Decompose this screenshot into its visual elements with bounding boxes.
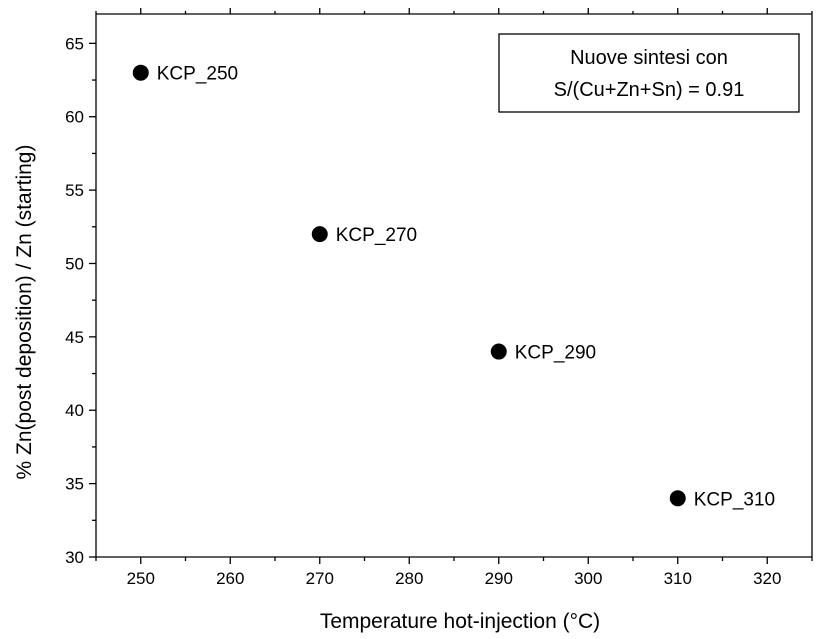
data-point: [669, 490, 686, 507]
annotation-frame: [498, 33, 800, 113]
x-tick-label: 270: [306, 569, 334, 588]
y-tick-label: 50: [65, 254, 84, 273]
y-tick-label: 30: [65, 548, 84, 567]
annotation-box: Nuove sintesi con S/(Cu+Zn+Sn) = 0.91: [498, 33, 800, 113]
ticks: 250 260 270 280 290 300 310 320 30 35 40 45 50 55 60 65: [65, 8, 813, 588]
x-tick-label: 300: [574, 569, 602, 588]
y-tick-label: 40: [65, 401, 84, 420]
x-axis-label: Temperature hot-injection (°C): [320, 610, 600, 633]
data-point: [132, 64, 149, 81]
data-points: KCP_250 KCP_270 KCP_290 KCP_310: [132, 64, 775, 510]
y-tick-label: 35: [65, 475, 84, 494]
data-point: [490, 343, 507, 360]
x-tick-label: 310: [664, 569, 692, 588]
x-tick-label: 280: [395, 569, 423, 588]
y-tick-label: 60: [65, 108, 84, 127]
annotation-line-1: Nuove sintesi con: [570, 47, 728, 69]
y-tick-label: 65: [65, 34, 84, 53]
x-tick-label: 290: [485, 569, 513, 588]
x-tick-label: 320: [753, 569, 781, 588]
x-tick-label: 250: [127, 569, 155, 588]
y-tick-label: 45: [65, 328, 84, 347]
point-label: KCP_310: [694, 489, 775, 510]
y-tick-label: 55: [65, 181, 84, 200]
data-point: [311, 226, 328, 243]
y-axis-label: % Zn(post deposition) / Zn (starting): [13, 145, 36, 480]
x-tick-label: 260: [216, 569, 244, 588]
point-label: KCP_270: [336, 225, 417, 246]
point-label: KCP_290: [515, 343, 596, 364]
point-label: KCP_250: [157, 64, 238, 85]
annotation-line-2: S/(Cu+Zn+Sn) = 0.91: [554, 79, 745, 101]
